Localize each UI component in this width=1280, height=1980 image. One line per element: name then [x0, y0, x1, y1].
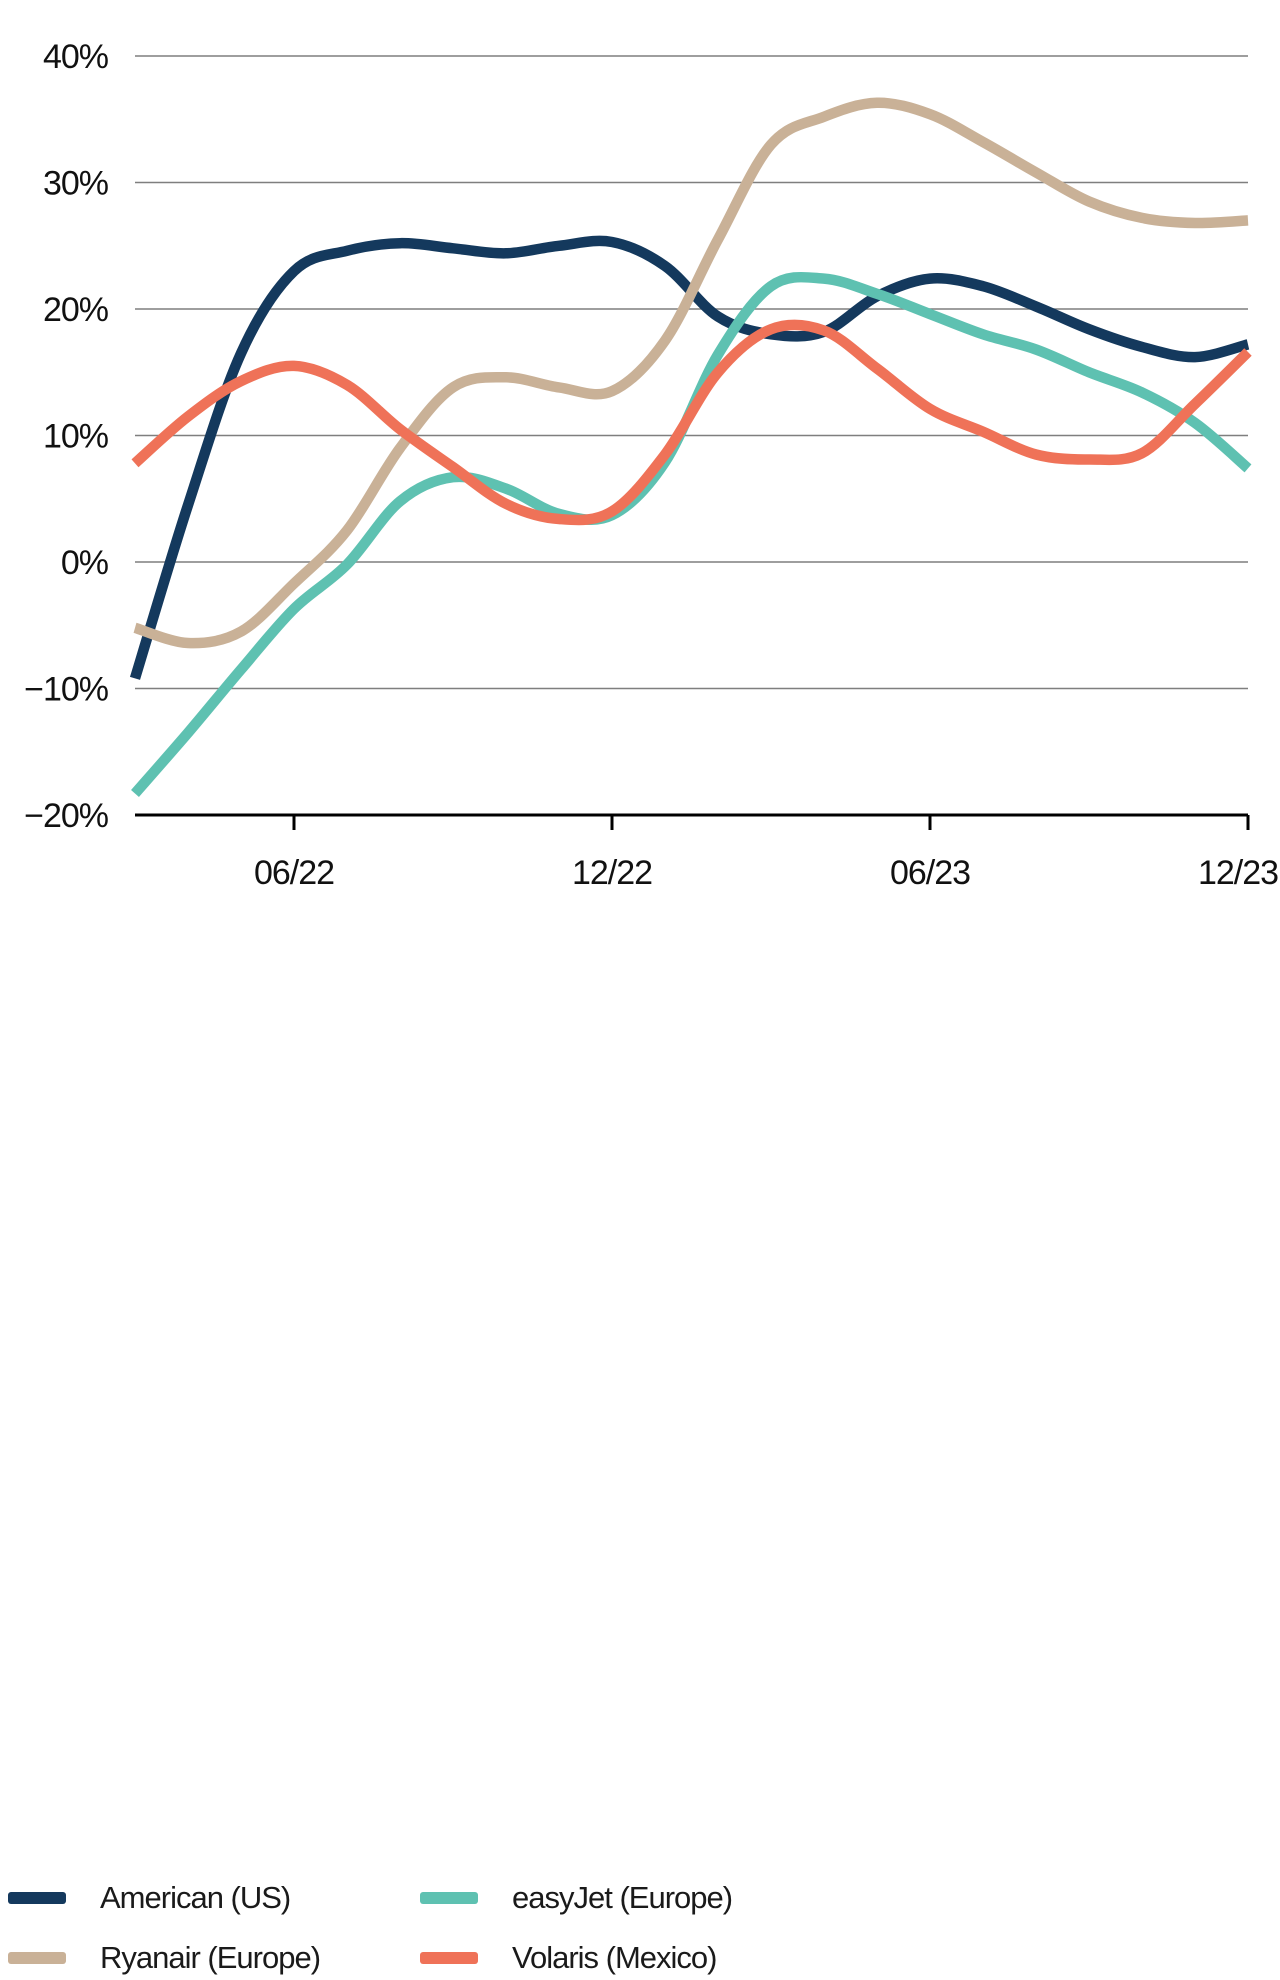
- ryanair-line-swatch: [8, 1952, 66, 1964]
- y-tick-label: 20%: [43, 291, 109, 329]
- x-tick-label: 06/22: [254, 854, 334, 892]
- line-chart-canvas: 40% 30% 20% 10% 0% −10% −20% 06/22 12/22 06/23 12/…: [24, 38, 1279, 892]
- legend-item-volaris: Volaris (Mexico): [420, 1936, 717, 1980]
- legend-label-ryanair: Ryanair (Europe): [100, 1940, 321, 1975]
- y-tick-label: 0%: [61, 544, 109, 582]
- american-line-swatch: [8, 1892, 66, 1904]
- legend-label-volaris: Volaris (Mexico): [512, 1940, 717, 1975]
- x-tick-label: 12/23: [1198, 854, 1278, 892]
- easyjet-line-swatch: [420, 1892, 478, 1904]
- y-tick-label: −10%: [24, 671, 109, 709]
- legend-label-easyjet: easyJet (Europe): [512, 1880, 733, 1915]
- series-line-ryanair-europe: [133, 97, 1249, 649]
- legend-item-american: American (US): [8, 1876, 291, 1920]
- series-line-easyjet-europe: [131, 271, 1252, 797]
- y-tick-label: 40%: [43, 38, 109, 76]
- legend-item-easyjet: easyJet (Europe): [420, 1876, 733, 1920]
- y-tick-label: 30%: [43, 165, 109, 203]
- chart-legend: American (US) easyJet (Europe) Ryanair (…: [0, 930, 1280, 1975]
- series-line-american-us: [129, 235, 1250, 680]
- legend-label-american: American (US): [100, 1880, 291, 1915]
- volaris-line-swatch: [420, 1952, 478, 1964]
- series-line-volaris-mexico: [131, 319, 1252, 526]
- stock-performance-chart: 40% 30% 20% 10% 0% −10% −20% 06/22 12/22 06/23 12/…: [0, 0, 1280, 905]
- x-tick-label: 06/23: [890, 854, 970, 892]
- y-tick-label: 10%: [43, 418, 109, 456]
- y-tick-label: −20%: [24, 797, 109, 835]
- x-tick-label: 12/22: [572, 854, 652, 892]
- legend-item-ryanair: Ryanair (Europe): [8, 1936, 321, 1980]
